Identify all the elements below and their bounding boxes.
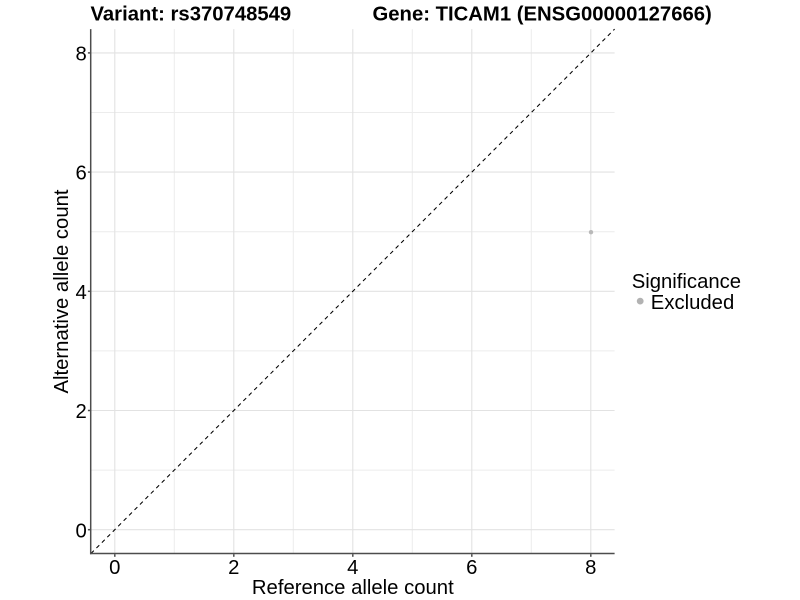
svg-text:Variant: rs370748549: Variant: rs370748549 [91,4,292,26]
svg-text:0: 0 [76,520,87,542]
svg-text:8: 8 [76,44,87,66]
svg-text:4: 4 [76,282,87,304]
svg-text:Alternative allele count: Alternative allele count [51,189,73,393]
svg-text:Gene: TICAM1 (ENSG00000127666): Gene: TICAM1 (ENSG00000127666) [373,4,712,26]
svg-text:Excluded: Excluded [651,292,734,314]
svg-text:Reference allele count: Reference allele count [252,577,454,599]
svg-text:8: 8 [585,557,596,579]
svg-text:2: 2 [76,401,87,423]
svg-text:Significance: Significance [632,271,741,293]
svg-text:0: 0 [109,557,120,579]
svg-text:6: 6 [76,163,87,185]
svg-text:6: 6 [466,557,477,579]
svg-text:4: 4 [347,557,358,579]
svg-text:2: 2 [228,557,239,579]
